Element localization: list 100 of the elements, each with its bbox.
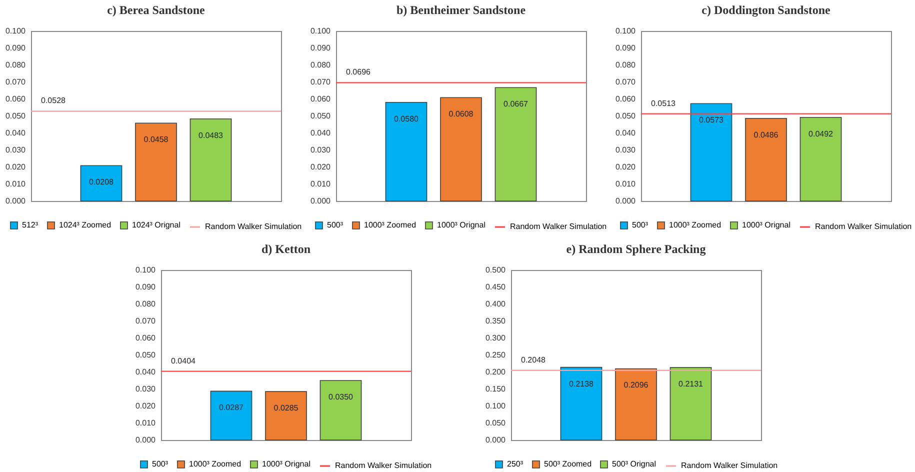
y-tick-label: 0.060 [5,94,26,104]
y-tick-label: 0.070 [310,78,332,86]
y-tick-label: 0.040 [615,128,636,138]
annotation: 0.0513 [651,98,676,108]
data-label: 0.0458 [144,135,169,144]
y-tick-label: 0.000 [310,196,332,206]
data-label: 0.0285 [274,404,299,413]
y-tick-label: 0.080 [135,300,156,308]
bar [690,103,732,202]
data-label: 0.2131 [678,380,704,389]
y-tick-label: 0.030 [310,146,332,154]
data-label: 0.0486 [754,130,779,140]
y-tick-label: 0.400 [485,300,506,308]
y-tick-label: 0.090 [5,44,26,52]
bar [80,165,122,202]
y-tick-label: 0.030 [5,146,26,154]
y-tick-label: 0.100 [135,266,156,274]
y-tick-label: 0.090 [615,44,636,52]
y-tick-label: 0.100 [615,26,636,36]
bar [385,102,428,202]
y-tick-label: 0.300 [485,334,506,342]
data-label: 0.0483 [198,130,224,140]
bar [745,118,787,202]
data-label: 0.0492 [808,129,834,138]
legend-label: 500³ [152,459,168,468]
legend-label: 500³ Orignal [612,459,656,468]
chart-title: d) Ketton [262,242,311,256]
legend-label: 1024³ Orignal [132,220,181,230]
annotation: 0.0404 [171,356,196,366]
y-tick-label: 0.090 [310,44,332,52]
chart-title: c) Berea Sandstone [107,3,206,17]
y-tick-label: 0.100 [310,26,332,36]
data-label: 0.0208 [89,178,114,187]
y-tick-label: 0.080 [5,60,26,70]
y-tick-label: 0.050 [135,350,156,360]
bar [800,116,842,202]
legend-label: 500³ [632,220,648,230]
legend-label: Random Walker Simulation [510,222,607,231]
legend-label: 500³ Zoomed [544,459,592,468]
y-tick-label: 0.010 [135,418,156,428]
y-tick-label: 0.100 [5,26,26,36]
y-tick-label: 0.020 [135,402,156,410]
y-tick-label: 0.040 [5,128,26,138]
annotation: 0.0696 [346,68,372,77]
y-tick-label: 0.030 [615,146,636,154]
legend-label: 1000³ Orignal [262,459,311,468]
y-tick-label: 0.350 [485,316,506,326]
bar [265,391,307,440]
y-tick-label: 0.000 [615,196,636,206]
y-tick-label: 0.200 [485,368,506,376]
legend-label: 1000³ Orignal [437,220,486,230]
y-tick-label: 0.000 [485,436,506,444]
y-tick-label: 0.040 [310,128,332,138]
y-tick-label: 0.050 [615,112,636,120]
y-tick-label: 0.040 [135,368,156,376]
legend-label: 512³ [22,220,38,230]
y-tick-label: 0.150 [485,384,506,394]
data-label: 0.0573 [699,116,724,125]
y-tick-label: 0.080 [615,60,636,70]
legend-label: 1000³ Zoomed [669,220,722,230]
y-tick-label: 0.050 [5,112,26,120]
y-tick-label: 0.050 [485,418,506,428]
chart-title: c) Doddington Sandstone [702,3,832,17]
y-tick-label: 0.060 [135,334,156,342]
data-label: 0.0580 [394,114,420,124]
legend-label: Random Walker Simulation [335,461,432,470]
y-tick-label: 0.010 [615,180,636,188]
legend-label: Random Walker Simulation [681,461,778,470]
y-tick-label: 0.500 [485,266,506,274]
y-tick-label: 0.450 [485,282,506,292]
data-label: 0.2096 [624,380,649,390]
y-tick-label: 0.030 [135,384,156,394]
y-tick-label: 0.070 [5,78,26,86]
bar [494,87,537,202]
data-label: 0.0667 [504,100,529,109]
y-tick-label: 0.010 [5,180,26,188]
y-tick-label: 0.100 [485,402,506,410]
y-tick-label: 0.080 [310,60,332,70]
bar [440,97,482,202]
y-tick-label: 0.090 [135,282,156,292]
annotation: 0.2048 [521,355,546,364]
data-label: 0.0350 [328,392,354,402]
chart-title: e) Random Sphere Packing [566,242,706,256]
legend-label: 1000³ Zoomed [364,220,416,230]
y-tick-label: 0.020 [310,162,332,172]
data-label: 0.0287 [219,403,244,412]
legend-label: 500³ [327,220,344,230]
data-label: 0.0608 [448,110,474,119]
y-tick-label: 0.050 [310,112,332,120]
legend-label: Random Walker Simulation [815,222,912,231]
y-tick-label: 0.000 [135,436,156,444]
legend-label: 1000³ Orignal [742,220,791,230]
y-tick-label: 0.070 [135,316,156,326]
y-tick-label: 0.250 [485,350,506,360]
legend-label: 1000³ Zoomed [189,459,242,468]
data-label: 0.2138 [569,379,594,388]
y-tick-label: 0.020 [5,162,26,172]
legend-label: 250³ [507,459,524,468]
legend-label: 1024³ Zoomed [59,220,112,230]
y-tick-label: 0.000 [5,196,26,206]
